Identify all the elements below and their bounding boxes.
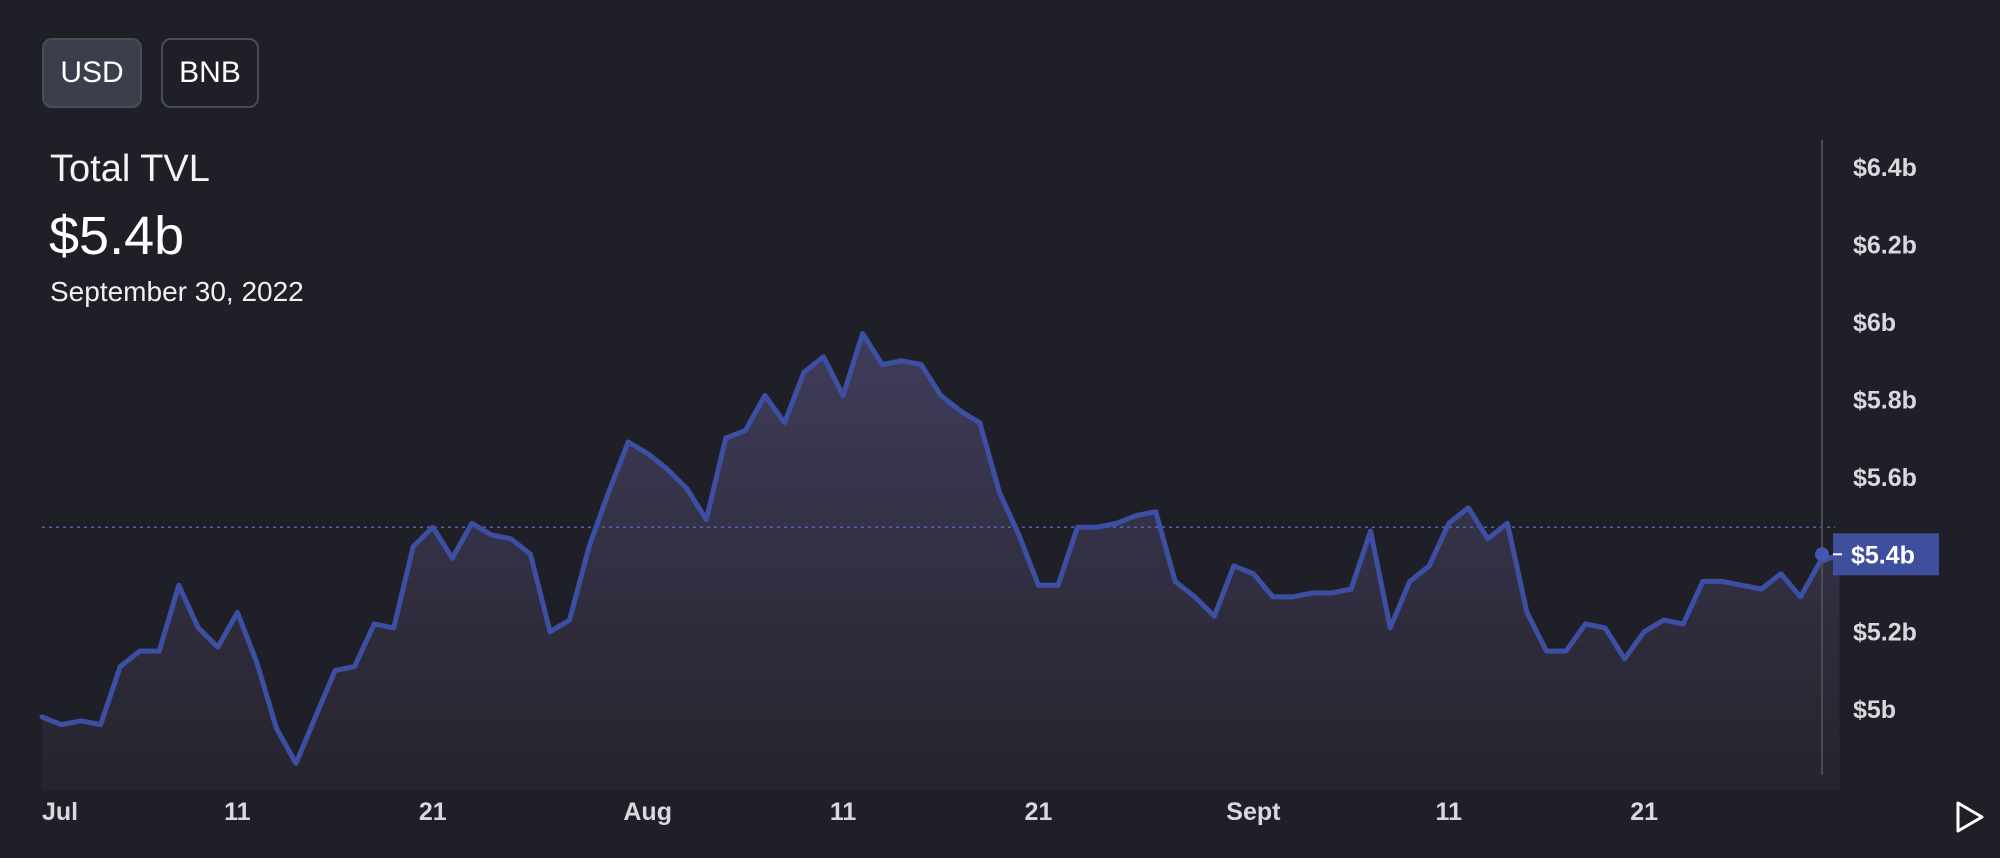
tvl-series-line [39, 331, 1842, 766]
x-tick-label: 21 [1630, 798, 1658, 826]
x-tick-label: 21 [419, 798, 447, 826]
x-tick-label: Sept [1226, 798, 1281, 826]
x-tick-label: Jul [42, 798, 78, 826]
x-tick-label: 11 [830, 798, 857, 826]
current-value-label: $5.4b [1851, 541, 1915, 569]
y-tick-label: $5.2b [1853, 619, 1917, 647]
bnb-toggle-button[interactable]: BNB [161, 38, 259, 108]
y-tick-label: $6.2b [1853, 232, 1917, 260]
x-tick-label: 11 [224, 798, 251, 826]
current-value-badge [1833, 533, 1939, 576]
y-tick-label: $6b [1853, 309, 1896, 337]
play-icon[interactable] [1952, 800, 1986, 834]
y-tick-label: $6.4b [1853, 154, 1917, 182]
y-tick-label: $5.6b [1853, 464, 1917, 492]
x-tick-label: 11 [1436, 798, 1463, 826]
tvl-title: Total TVL [50, 148, 210, 190]
current-point-marker [1815, 547, 1829, 562]
tvl-date: September 30, 2022 [50, 276, 304, 307]
usd-toggle-button[interactable]: USD [42, 38, 142, 108]
y-tick-label: $5.8b [1853, 386, 1917, 414]
tvl-area-fill [42, 333, 1840, 790]
y-tick-label: $5b [1853, 696, 1896, 724]
tvl-value: $5.4b [49, 206, 185, 266]
x-tick-label: 21 [1025, 798, 1053, 826]
x-tick-label: Aug [623, 798, 672, 826]
